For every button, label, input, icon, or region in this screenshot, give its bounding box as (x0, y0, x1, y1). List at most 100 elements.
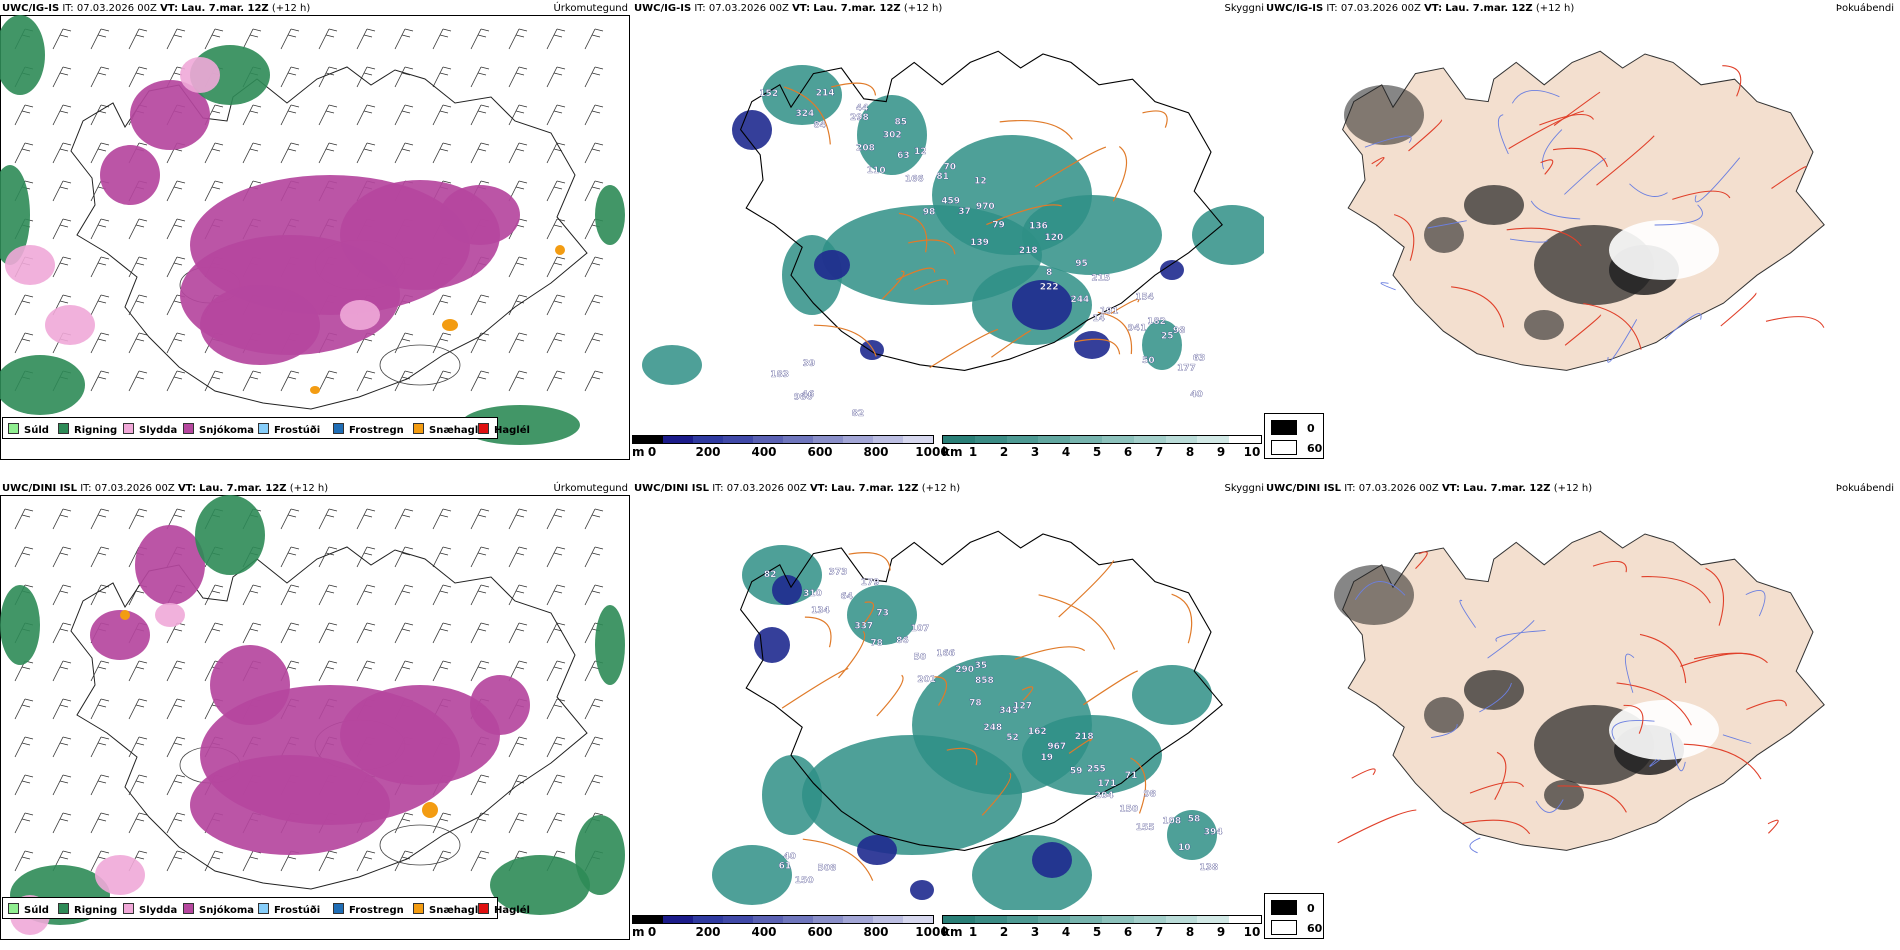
wind-barb (394, 370, 414, 392)
fog-legend: 0 60 (1264, 893, 1324, 939)
visibility-station-label: 215 (1091, 274, 1110, 284)
road (781, 667, 849, 709)
snow-pellet-area (555, 245, 565, 255)
visibility-station-label: 177 (1177, 364, 1196, 374)
wind-barb (242, 28, 262, 50)
wind-barb (14, 736, 34, 758)
sleet-area (45, 305, 95, 345)
road (1680, 652, 1759, 667)
panel-title: UWC/IG-IS IT: 07.03.2026 00Z VT: Lau. 7.… (1266, 3, 1575, 14)
wind-barb (52, 28, 72, 50)
wind-barb (584, 28, 604, 50)
legend-label: Slydda (139, 905, 178, 916)
low-visibility-area (1160, 260, 1184, 280)
road (934, 676, 948, 706)
wind-barb (52, 622, 72, 644)
wind-barb (90, 142, 110, 164)
rain-area (595, 605, 625, 685)
river (1722, 734, 1752, 744)
wind-barb (394, 584, 414, 606)
wind-barb (14, 546, 34, 568)
visibility-station-label: 134 (811, 606, 830, 616)
wind-barb (508, 546, 528, 568)
wind-barb (546, 218, 566, 240)
legend-swatch (8, 903, 19, 914)
wind-barb (546, 546, 566, 568)
visibility-station-label: 508 (818, 864, 837, 874)
wind-barb (356, 66, 376, 88)
visibility-station-label: 162 (1028, 727, 1047, 737)
fog-legend-white-label: 60 (1307, 922, 1323, 935)
wind-barb (90, 812, 110, 834)
colorbar-tick: 800 (863, 445, 889, 459)
visibility-station-label: 59 (1070, 767, 1083, 777)
road (1596, 135, 1655, 186)
wind-barb (128, 332, 148, 354)
sleet-area (340, 300, 380, 330)
wind-barb (356, 850, 376, 872)
wind-barb (508, 142, 528, 164)
white-swatch (1271, 920, 1297, 935)
road (1469, 781, 1524, 794)
wind-barb (128, 774, 148, 796)
wind-barb (90, 370, 110, 392)
wind-barb (318, 142, 338, 164)
visibility-station-label: 171 (1098, 779, 1117, 789)
wind-barb (14, 812, 34, 834)
river (1611, 720, 1655, 740)
visibility-station-label: 98 (923, 207, 936, 217)
low-visibility-area (732, 110, 772, 150)
colorbar-tick: 200 (695, 445, 721, 459)
visibility-station-label: 459 (941, 196, 960, 206)
legend-swatch (8, 423, 19, 434)
legend-label: Haglél (494, 905, 530, 916)
field-label: Þokuábendi (1835, 483, 1894, 494)
snow-area (440, 185, 520, 245)
visibility-station-label: 138 (1199, 863, 1218, 873)
visibility-station-label: 136 (1029, 222, 1048, 232)
legend-item: Frostúði (258, 903, 320, 916)
wind-barb (52, 736, 72, 758)
road (1171, 593, 1193, 644)
wind-barb (356, 508, 376, 530)
wind-barb (584, 180, 604, 202)
visibility-station-label: 337 (854, 621, 873, 631)
fog-area (1464, 185, 1524, 225)
wind-barb (242, 142, 262, 164)
panel-title: UWC/IG-IS IT: 07.03.2026 00Z VT: Lau. 7.… (2, 3, 311, 14)
wind-barb (166, 812, 186, 834)
wind-barb (394, 28, 414, 50)
wind-barb (128, 294, 148, 316)
wind-barb (508, 66, 528, 88)
visibility-station-label: 8 (1046, 268, 1052, 278)
wind-barb (52, 698, 72, 720)
colorbar-tick: 4 (1061, 925, 1071, 939)
legend-swatch (123, 903, 134, 914)
wind-barb (166, 180, 186, 202)
clear-area (1609, 220, 1719, 280)
wind-barb (508, 332, 528, 354)
visibility-station-label: 150 (795, 876, 814, 886)
fog-area (1424, 217, 1464, 253)
wind-barb (90, 698, 110, 720)
wind-barb (166, 256, 186, 278)
wind-barb (432, 370, 452, 392)
rain-area (0, 165, 30, 265)
road (1683, 743, 1762, 780)
wind-barb (242, 370, 262, 392)
visibility-station-label: 85 (895, 117, 908, 127)
legend-swatch (413, 423, 424, 434)
visibility-station-label: 78 (870, 638, 883, 648)
visibility-station-label: 244 (1071, 295, 1090, 305)
wind-barb (14, 850, 34, 872)
visibility-station-label: 46 (802, 390, 815, 400)
visibility-station-label: 82 (852, 409, 865, 419)
road (1068, 738, 1093, 754)
snow-pellet-area (442, 319, 458, 331)
low-visibility-area (1074, 331, 1110, 359)
colorbar-tick: 200 (695, 925, 721, 939)
wind-barb (318, 584, 338, 606)
road (813, 324, 877, 357)
road (1765, 316, 1825, 328)
precip-legend: Súld Rigning Slydda Snjókoma Frostúði Frostre… (2, 417, 530, 439)
